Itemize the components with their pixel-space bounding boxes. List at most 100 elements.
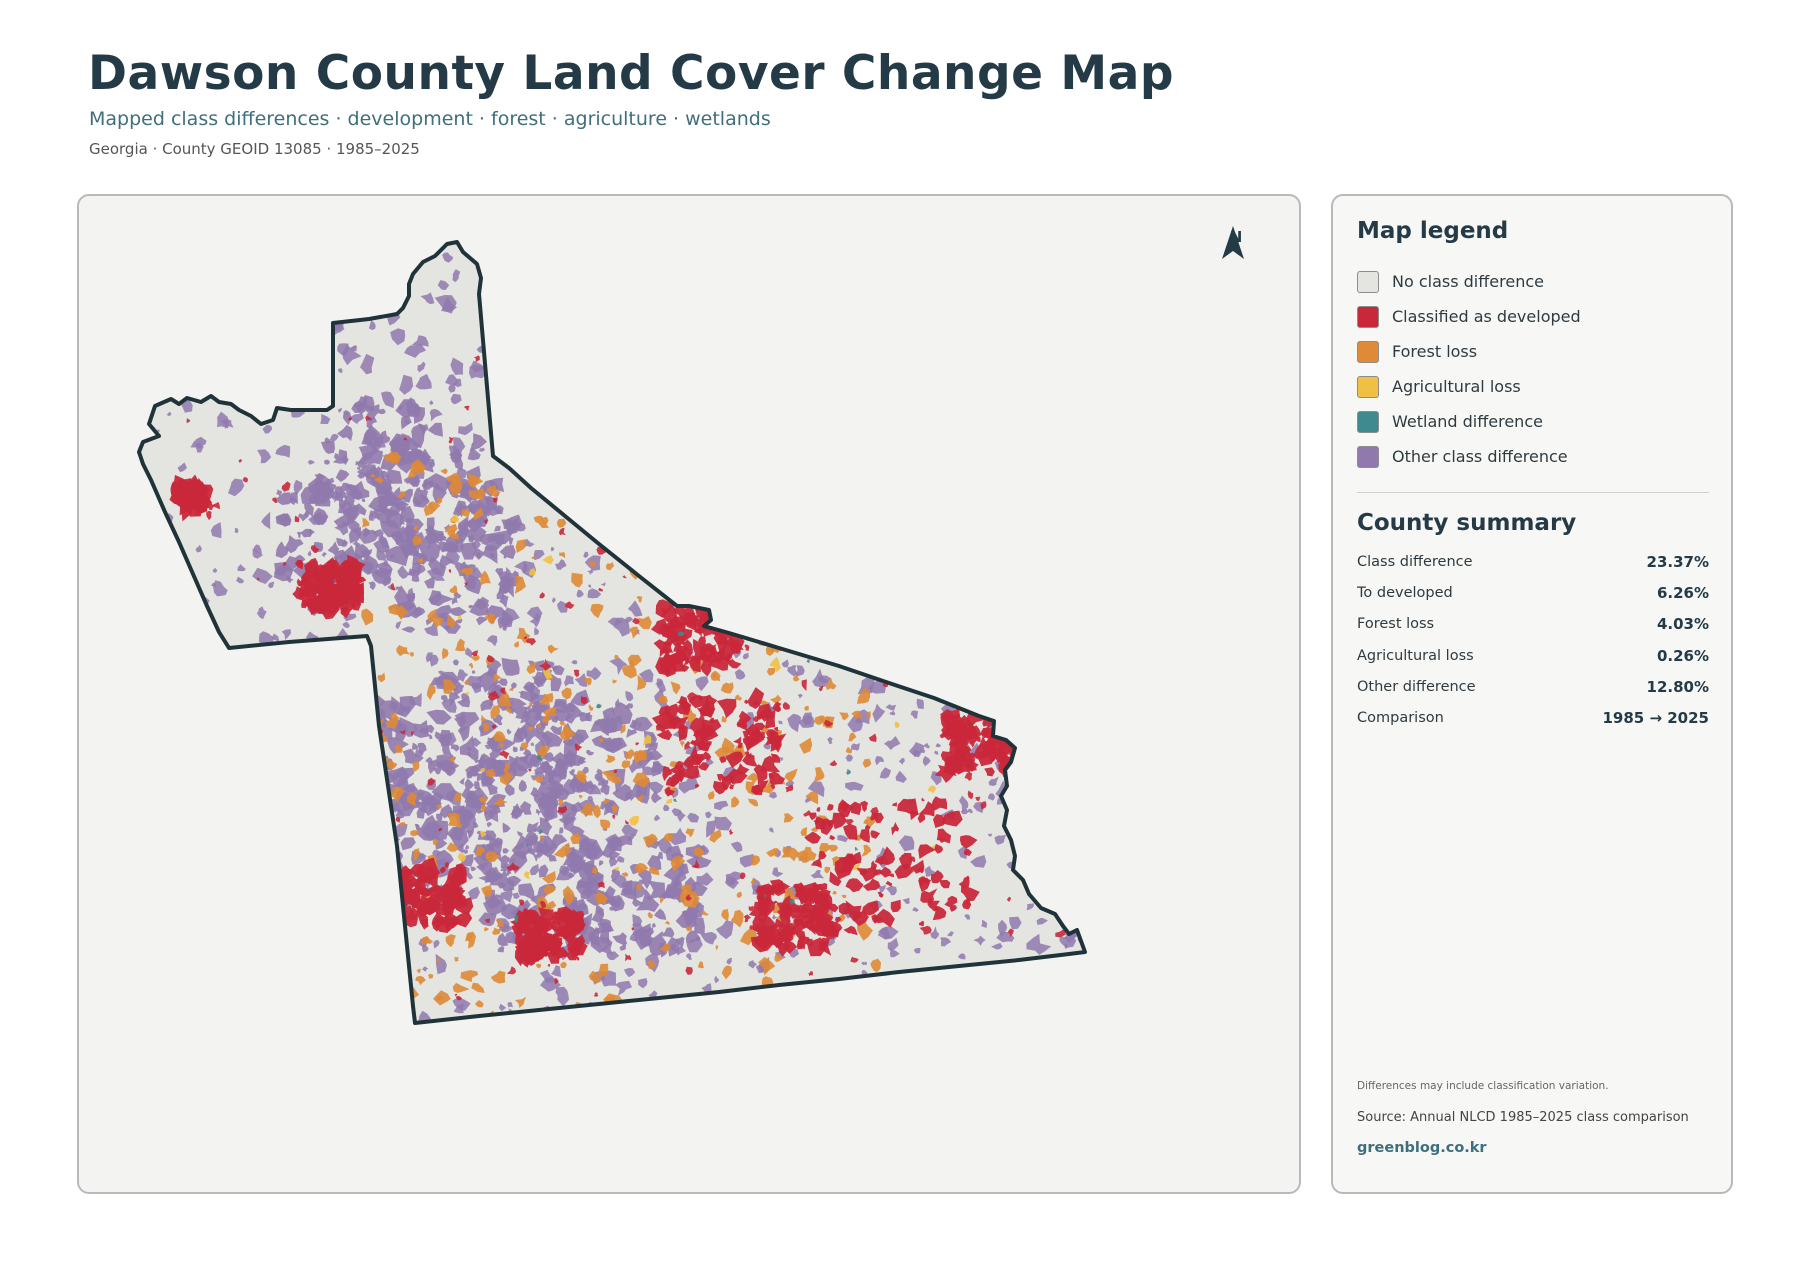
change-patch [956, 343, 966, 354]
change-patch [808, 327, 813, 332]
change-patch [995, 424, 1007, 436]
change-patch [586, 363, 596, 374]
change-patch [554, 708, 574, 723]
change-patch [457, 852, 467, 862]
change-patch [931, 796, 948, 811]
change-patch [799, 475, 812, 487]
change-patch [457, 615, 462, 620]
change-patch [918, 844, 936, 859]
change-patch [881, 401, 890, 410]
change-patch [173, 720, 193, 740]
change-patch [283, 333, 293, 344]
change-patch [468, 605, 474, 609]
change-patch [912, 907, 919, 912]
change-patch [320, 670, 329, 680]
change-patch [1046, 601, 1056, 613]
change-patch [803, 308, 810, 316]
change-patch [611, 776, 622, 784]
change-patch [379, 982, 393, 996]
change-patch [202, 755, 208, 762]
change-patch [210, 867, 218, 879]
change-patch [377, 672, 386, 683]
change-patch [225, 659, 234, 668]
change-patch [693, 847, 705, 858]
change-patch [342, 521, 347, 526]
change-patch [586, 666, 602, 681]
change-patch [735, 763, 750, 775]
change-patch [497, 946, 505, 953]
change-patch [752, 535, 767, 547]
change-patch [586, 750, 595, 756]
change-patch [374, 866, 382, 880]
change-patch [323, 718, 336, 728]
change-patch [467, 475, 484, 488]
change-patch [732, 490, 736, 495]
change-patch [373, 539, 390, 553]
summary-table: Class difference 23.37% To developed 6.26% F… [1357, 546, 1709, 734]
change-patch [285, 329, 293, 337]
change-patch [687, 812, 700, 823]
change-patch [696, 872, 714, 886]
change-patch [1076, 550, 1081, 556]
change-patch [680, 740, 685, 748]
change-patch [481, 885, 493, 897]
change-patch [629, 789, 643, 802]
change-patch [821, 631, 831, 643]
change-patch [400, 415, 412, 430]
change-patch [686, 906, 700, 919]
change-patch [1054, 451, 1065, 461]
change-patch [865, 464, 870, 469]
change-patch [661, 893, 666, 900]
change-patch [322, 659, 329, 667]
change-patch [533, 660, 545, 671]
change-patch [837, 835, 849, 843]
change-patch [1001, 336, 1018, 349]
change-patch [428, 590, 442, 605]
change-patch [862, 584, 868, 593]
change-patch [509, 687, 514, 692]
change-patch [783, 576, 788, 581]
change-patch [595, 476, 607, 491]
change-patch [957, 1002, 964, 1009]
change-patch [705, 756, 714, 766]
change-patch [635, 486, 640, 492]
change-patch [433, 849, 454, 872]
change-patch [841, 894, 847, 899]
change-patch [1078, 534, 1085, 549]
change-patch [660, 1015, 676, 1023]
change-patch [228, 895, 239, 905]
change-patch [651, 762, 663, 777]
change-patch [447, 812, 463, 828]
change-patch [575, 396, 591, 410]
change-patch [350, 772, 365, 783]
change-patch [1071, 777, 1083, 793]
change-patch [369, 476, 392, 497]
change-patch [412, 535, 423, 546]
change-patch [620, 724, 626, 734]
change-patch [473, 758, 480, 764]
change-patch [908, 742, 925, 758]
change-patch [554, 758, 566, 770]
change-patch [518, 383, 526, 392]
change-patch [371, 529, 384, 539]
change-patch [209, 839, 217, 851]
change-patch [902, 897, 910, 905]
change-patch [590, 603, 604, 619]
change-patch [648, 866, 660, 876]
change-patch [746, 723, 761, 739]
site-link[interactable]: greenblog.co.kr [1357, 1140, 1487, 1156]
change-patch [678, 775, 699, 794]
change-patch [465, 647, 473, 658]
change-patch [461, 509, 470, 517]
change-patch [1041, 527, 1053, 538]
change-patch [797, 405, 812, 424]
change-patch [180, 704, 201, 720]
change-patch [332, 791, 352, 815]
change-patch [615, 509, 625, 520]
change-patch [588, 458, 598, 465]
change-patch [721, 737, 735, 753]
legend-item: Classified as developed [1357, 299, 1707, 334]
change-patch [966, 475, 976, 486]
change-patch [424, 622, 439, 636]
change-patch [613, 866, 619, 871]
